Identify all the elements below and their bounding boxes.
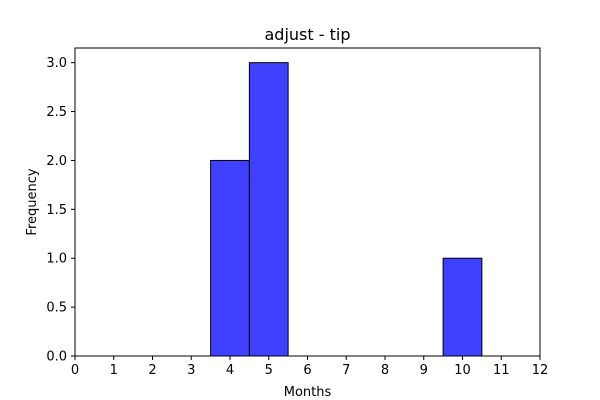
y-tick-label: 3.0: [46, 56, 67, 71]
histogram-bar-1: [248, 62, 289, 357]
x-tick-label: 11: [493, 363, 510, 378]
y-tick-label: 1.0: [46, 252, 67, 267]
histogram-bar-2: [442, 257, 483, 357]
x-tick-label: 12: [532, 363, 549, 378]
x-tick-label: 5: [265, 363, 273, 378]
x-tick-label: 2: [148, 363, 156, 378]
y-axis-label: Frequency: [25, 168, 40, 235]
chart-title: adjust - tip: [265, 25, 351, 44]
x-tick-label: 3: [187, 363, 195, 378]
x-tick-label: 9: [420, 363, 428, 378]
x-axis-label: Months: [284, 385, 332, 400]
histogram-bar-0: [210, 159, 250, 357]
x-tick-label: 10: [454, 363, 471, 378]
y-tick-label: 2.5: [46, 105, 67, 120]
bars-layer: [210, 62, 483, 357]
x-tick-label: 4: [226, 363, 234, 378]
x-axis: 0 1 2 3 4 5 6 7 8 9 10 11 12: [71, 356, 548, 378]
y-tick-label: 1.5: [46, 203, 67, 218]
y-axis: 0.0 0.5 1.0 1.5 2.0 2.5 3.0: [46, 56, 75, 365]
y-tick-label: 2.0: [46, 154, 67, 169]
x-tick-label: 8: [381, 363, 389, 378]
x-tick-label: 1: [110, 363, 118, 378]
x-tick-label: 6: [303, 363, 311, 378]
x-tick-label: 0: [71, 363, 79, 378]
x-tick-label: 7: [342, 363, 350, 378]
y-tick-label: 0.5: [46, 301, 67, 316]
y-tick-label: 0.0: [46, 350, 67, 365]
